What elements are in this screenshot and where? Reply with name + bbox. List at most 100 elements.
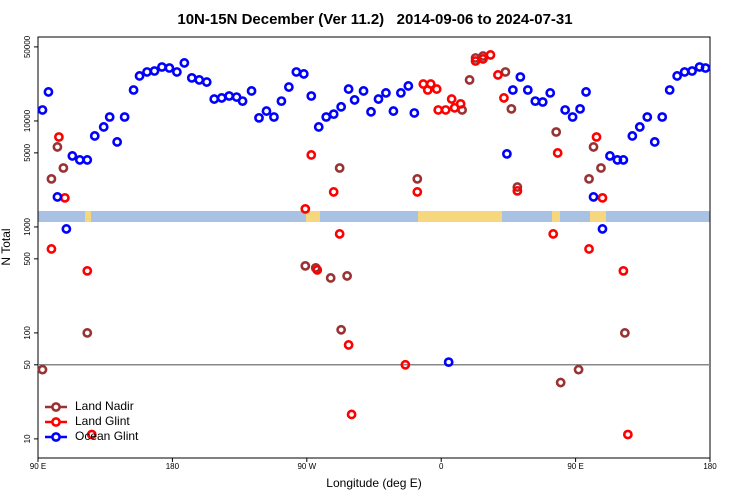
point <box>334 163 345 173</box>
point <box>276 96 287 106</box>
point <box>537 97 548 107</box>
legend-label: Ocean Glint <box>75 429 139 443</box>
point <box>37 364 48 375</box>
point <box>512 182 523 192</box>
point <box>142 67 152 77</box>
point <box>679 67 690 77</box>
point <box>373 94 384 104</box>
point <box>336 101 347 112</box>
point <box>171 67 182 77</box>
point <box>224 91 235 101</box>
point <box>446 94 457 104</box>
land-patch <box>418 211 502 222</box>
point <box>412 174 423 184</box>
point <box>597 224 608 234</box>
point <box>485 50 496 60</box>
point <box>269 112 279 122</box>
point <box>128 85 139 95</box>
point <box>567 112 578 122</box>
point <box>104 112 115 122</box>
y-tick-label: 500 <box>23 252 32 266</box>
point <box>237 96 248 106</box>
point <box>622 429 633 440</box>
land-mask-strip <box>38 211 710 222</box>
point <box>119 112 130 122</box>
point <box>493 70 503 80</box>
point <box>687 66 697 76</box>
point <box>478 54 488 64</box>
point <box>89 131 100 141</box>
point <box>52 192 63 202</box>
point <box>112 137 123 147</box>
point <box>431 84 442 94</box>
point <box>343 340 354 350</box>
point <box>291 67 302 77</box>
point <box>201 77 212 87</box>
point <box>43 87 54 97</box>
point <box>298 69 309 79</box>
point <box>499 93 509 103</box>
point <box>67 151 78 161</box>
y-axis-label: N Total <box>0 228 13 265</box>
point <box>312 265 323 275</box>
point <box>164 63 175 73</box>
point <box>588 142 599 152</box>
point <box>342 271 353 281</box>
point <box>58 163 69 173</box>
point <box>664 85 675 95</box>
point <box>300 203 311 214</box>
point <box>254 112 264 123</box>
point <box>588 192 599 202</box>
point <box>388 106 399 116</box>
y-tick-label: 10 <box>23 434 32 443</box>
point <box>433 105 444 115</box>
x-tick-label: 90 E <box>567 462 583 471</box>
chart-title: 10N-15N December (Ver 11.2) 2014-09-06 t… <box>177 11 572 28</box>
x-axis-label: Longitude (deg E) <box>326 476 421 490</box>
point <box>584 244 594 254</box>
point <box>46 174 57 184</box>
point <box>657 112 668 122</box>
point <box>507 85 518 95</box>
point <box>306 150 317 160</box>
point <box>325 273 336 283</box>
point <box>61 224 72 234</box>
point <box>54 132 64 142</box>
point <box>334 229 345 239</box>
point <box>455 98 466 109</box>
point <box>560 105 571 115</box>
point <box>464 75 475 85</box>
point <box>545 88 556 98</box>
point <box>261 106 272 116</box>
point <box>349 95 360 105</box>
point <box>634 122 645 132</box>
y-tick-label: 5000 <box>23 143 32 161</box>
y-tick-label: 10000 <box>23 109 32 132</box>
point <box>86 429 97 440</box>
land-patch <box>85 211 91 222</box>
legend-marker <box>51 432 61 442</box>
point <box>186 72 197 83</box>
point <box>346 409 357 420</box>
point <box>605 151 615 161</box>
point <box>400 359 411 370</box>
point <box>618 265 629 276</box>
point <box>522 85 533 95</box>
point <box>502 148 512 159</box>
point <box>46 244 57 254</box>
land-patch <box>590 211 606 222</box>
point <box>672 71 683 81</box>
point <box>618 155 629 165</box>
point <box>59 192 70 203</box>
x-tick-label: 90 W <box>297 462 316 471</box>
point <box>194 75 205 85</box>
legend-marker <box>51 402 61 412</box>
point <box>506 103 517 114</box>
point <box>395 88 406 98</box>
y-tick-label: 1000 <box>23 217 32 235</box>
point <box>300 260 311 271</box>
point <box>82 328 93 338</box>
point <box>440 105 451 115</box>
land-patch <box>306 211 320 222</box>
